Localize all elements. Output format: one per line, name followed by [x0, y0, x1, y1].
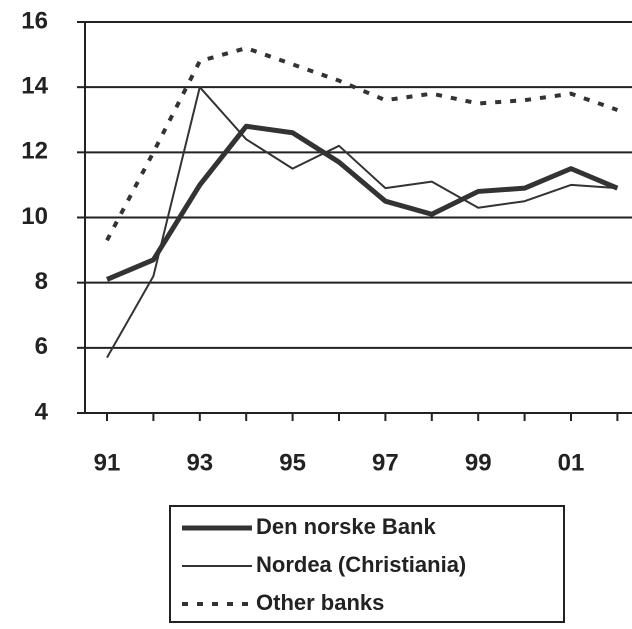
y-tick-label: 4: [35, 398, 49, 425]
legend-label: Other banks: [256, 590, 384, 615]
legend-box: [169, 505, 565, 623]
x-tick-label: 01: [558, 449, 585, 476]
y-tick-label: 6: [35, 333, 48, 360]
series-line: [106, 123, 619, 282]
y-tick-label: 12: [21, 138, 48, 165]
x-tick-label: 95: [279, 449, 306, 476]
y-tick-label: 8: [35, 268, 48, 295]
series-line: [106, 86, 618, 359]
y-tick-label: 10: [21, 203, 48, 230]
y-tick-label: 14: [21, 73, 48, 100]
x-tick-label: 91: [94, 449, 121, 476]
series-line: [105, 46, 619, 242]
y-tick-label: 16: [21, 7, 48, 34]
x-tick-label: 97: [372, 449, 399, 476]
x-tick-label: 93: [186, 449, 213, 476]
legend-label: Nordea (Christiania): [256, 552, 466, 577]
legend-label: Den norske Bank: [256, 514, 436, 539]
x-tick-label: 99: [465, 449, 492, 476]
